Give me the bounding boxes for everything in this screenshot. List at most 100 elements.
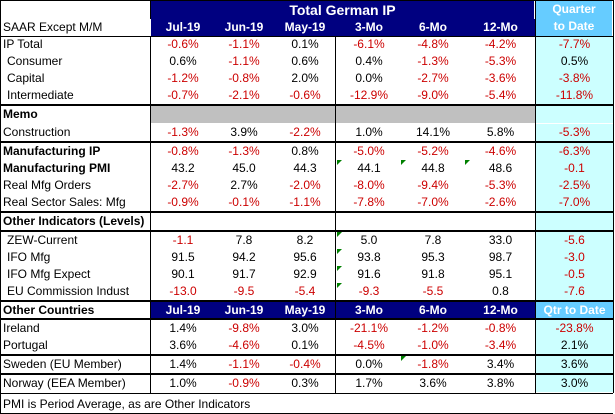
col-header: Jul-19 <box>151 302 215 319</box>
table-row: IP Total -0.6% -1.1% 0.1% -6.1% -4.8% -4.2% -7.… <box>1 36 613 53</box>
qtd-header-2: Qtr to Date <box>536 302 613 319</box>
divider <box>0 0 1 414</box>
col-header: 3-Mo <box>337 302 401 319</box>
value-cell: -9.0% <box>417 88 449 102</box>
value-cell: 93.8 <box>357 250 381 264</box>
value-cell: -5.4% <box>484 88 517 102</box>
value-cell: 45.0 <box>232 161 256 175</box>
row-label: ZEW-Current <box>7 233 78 247</box>
value-cell: 7.8 <box>424 233 442 247</box>
divider <box>1 0 613 1</box>
value-cell: 0.8 <box>492 284 509 298</box>
comment-marker-icon <box>465 160 470 165</box>
table-row: Norway (EEA Member) 1.0% -0.9% 0.3% 1.7% 3.6%… <box>1 375 613 392</box>
value-cell: 33.0 <box>488 233 513 247</box>
value-cell: -4.2% <box>484 37 517 51</box>
qtd-cell: 2.1% <box>536 337 613 354</box>
value-cell: -1.3% <box>228 144 260 158</box>
value-cell: 3.6% <box>169 338 197 352</box>
value-cell: 1.4% <box>169 321 197 335</box>
row-label: Intermediate <box>7 88 74 102</box>
value-cell: 95.3 <box>421 250 445 264</box>
value-cell: -2.1% <box>228 88 260 102</box>
value-cell: 98.7 <box>488 250 513 264</box>
table-row: Sweden (EU Member) 1.4% -1.1% -0.4% 0.0% -1.8… <box>1 356 613 373</box>
qtd-cell: -3.8% <box>536 70 613 87</box>
value-cell: -5.3% <box>484 54 517 68</box>
value-cell: -1.8% <box>417 357 449 371</box>
divider <box>1 354 613 356</box>
col-header: Jul-19 <box>151 19 215 36</box>
divider <box>1 393 613 394</box>
value-cell: -9.8% <box>228 321 260 335</box>
comment-marker-icon <box>337 283 342 288</box>
row-label: Sweden (EU Member) <box>3 357 122 371</box>
value-cell: 7.8 <box>235 233 253 247</box>
row-label: Real Sector Sales: Mfg <box>3 195 126 209</box>
table-row: Other Countries Jul-19 Jun-19 May-19 3-Mo 6-M… <box>1 302 613 319</box>
quarter-to-date-header: Quarter to Date <box>536 1 612 36</box>
qtd-cell <box>536 106 613 123</box>
value-cell: -2.6% <box>484 195 517 209</box>
comment-marker-icon <box>401 356 406 361</box>
value-cell: -1.0% <box>417 338 449 352</box>
value-cell: 44.8 <box>421 161 445 175</box>
value-cell: -13.0 <box>169 284 197 298</box>
qtd-cell: -5.3% <box>536 124 613 141</box>
value-cell: -4.6% <box>228 338 260 352</box>
value-cell: 48.6 <box>488 161 513 175</box>
table-row: Capital -1.2% -0.8% 2.0% 0.0% -2.7% -3.6% -3.8% <box>1 70 613 87</box>
value-cell: 8.2 <box>296 233 314 247</box>
value-cell: 91.7 <box>232 267 256 281</box>
value-cell: -21.1% <box>349 321 389 335</box>
value-cell: 14.1% <box>415 125 451 139</box>
table-row: Ireland 1.4% -9.8% 3.0% -21.1% -1.2% -0.8% -23.… <box>1 320 613 337</box>
value-cell: 44.3 <box>293 161 317 175</box>
value-cell: -5.2% <box>417 144 449 158</box>
divider <box>1 211 613 213</box>
qtd-cell: 3.6% <box>536 356 613 373</box>
qtd-cell: -6.3% <box>536 143 613 160</box>
qtd-cell: -0.5 <box>536 266 613 283</box>
qtd-header-line-1: Quarter <box>552 2 596 16</box>
table-row: Memo <box>1 106 613 123</box>
comment-marker-icon <box>337 266 342 271</box>
value-cell: -5.0% <box>353 144 385 158</box>
comment-marker-icon <box>337 232 342 237</box>
value-cell: 5.0 <box>360 233 378 247</box>
qtd-cell: -0.1 <box>536 160 613 177</box>
row-label: Capital <box>7 71 45 85</box>
value-cell: -1.3% <box>417 54 449 68</box>
qtd-cell: -7.7% <box>536 36 613 53</box>
value-cell: 5.8% <box>486 125 515 139</box>
divider <box>1 373 613 375</box>
value-cell: -2.2% <box>289 125 321 139</box>
value-cell: 1.0% <box>169 376 197 390</box>
table-row: Real Mfg Orders -2.7% 2.7% -2.0% -8.0% -9.4% -… <box>1 177 613 194</box>
value-cell: 95.1 <box>488 267 513 281</box>
divider <box>150 36 151 393</box>
value-cell: -4.5% <box>353 338 385 352</box>
table-row: Other Indicators (Levels) <box>1 213 613 230</box>
value-cell: -3.6% <box>484 71 517 85</box>
value-cell: -9.5 <box>233 284 255 298</box>
row-label: Real Mfg Orders <box>3 178 92 192</box>
column-header-row: SAAR Except M/M Jul-19 Jun-19 May-19 3-M… <box>1 19 613 36</box>
table-row: Construction -1.3% 3.9% -2.2% 1.0% 14.1% 5.8% -… <box>1 124 613 141</box>
divider <box>1 104 613 106</box>
value-cell: -0.9% <box>228 376 260 390</box>
qtd-cell <box>536 213 613 230</box>
value-cell: 3.8% <box>486 376 515 390</box>
row-label: IFO Mfg Expect <box>7 267 91 281</box>
value-cell: 1.7% <box>355 376 383 390</box>
value-cell: -4.8% <box>417 37 449 51</box>
col-header: 12-Mo <box>465 19 536 36</box>
value-cell: 3.9% <box>230 125 258 139</box>
value-cell: 3.0% <box>291 321 319 335</box>
col-header: May-19 <box>273 302 337 319</box>
value-cell: 43.2 <box>171 161 195 175</box>
row-label: Construction <box>3 125 71 139</box>
value-cell: -9.3 <box>358 284 380 298</box>
comment-marker-icon <box>401 160 406 165</box>
